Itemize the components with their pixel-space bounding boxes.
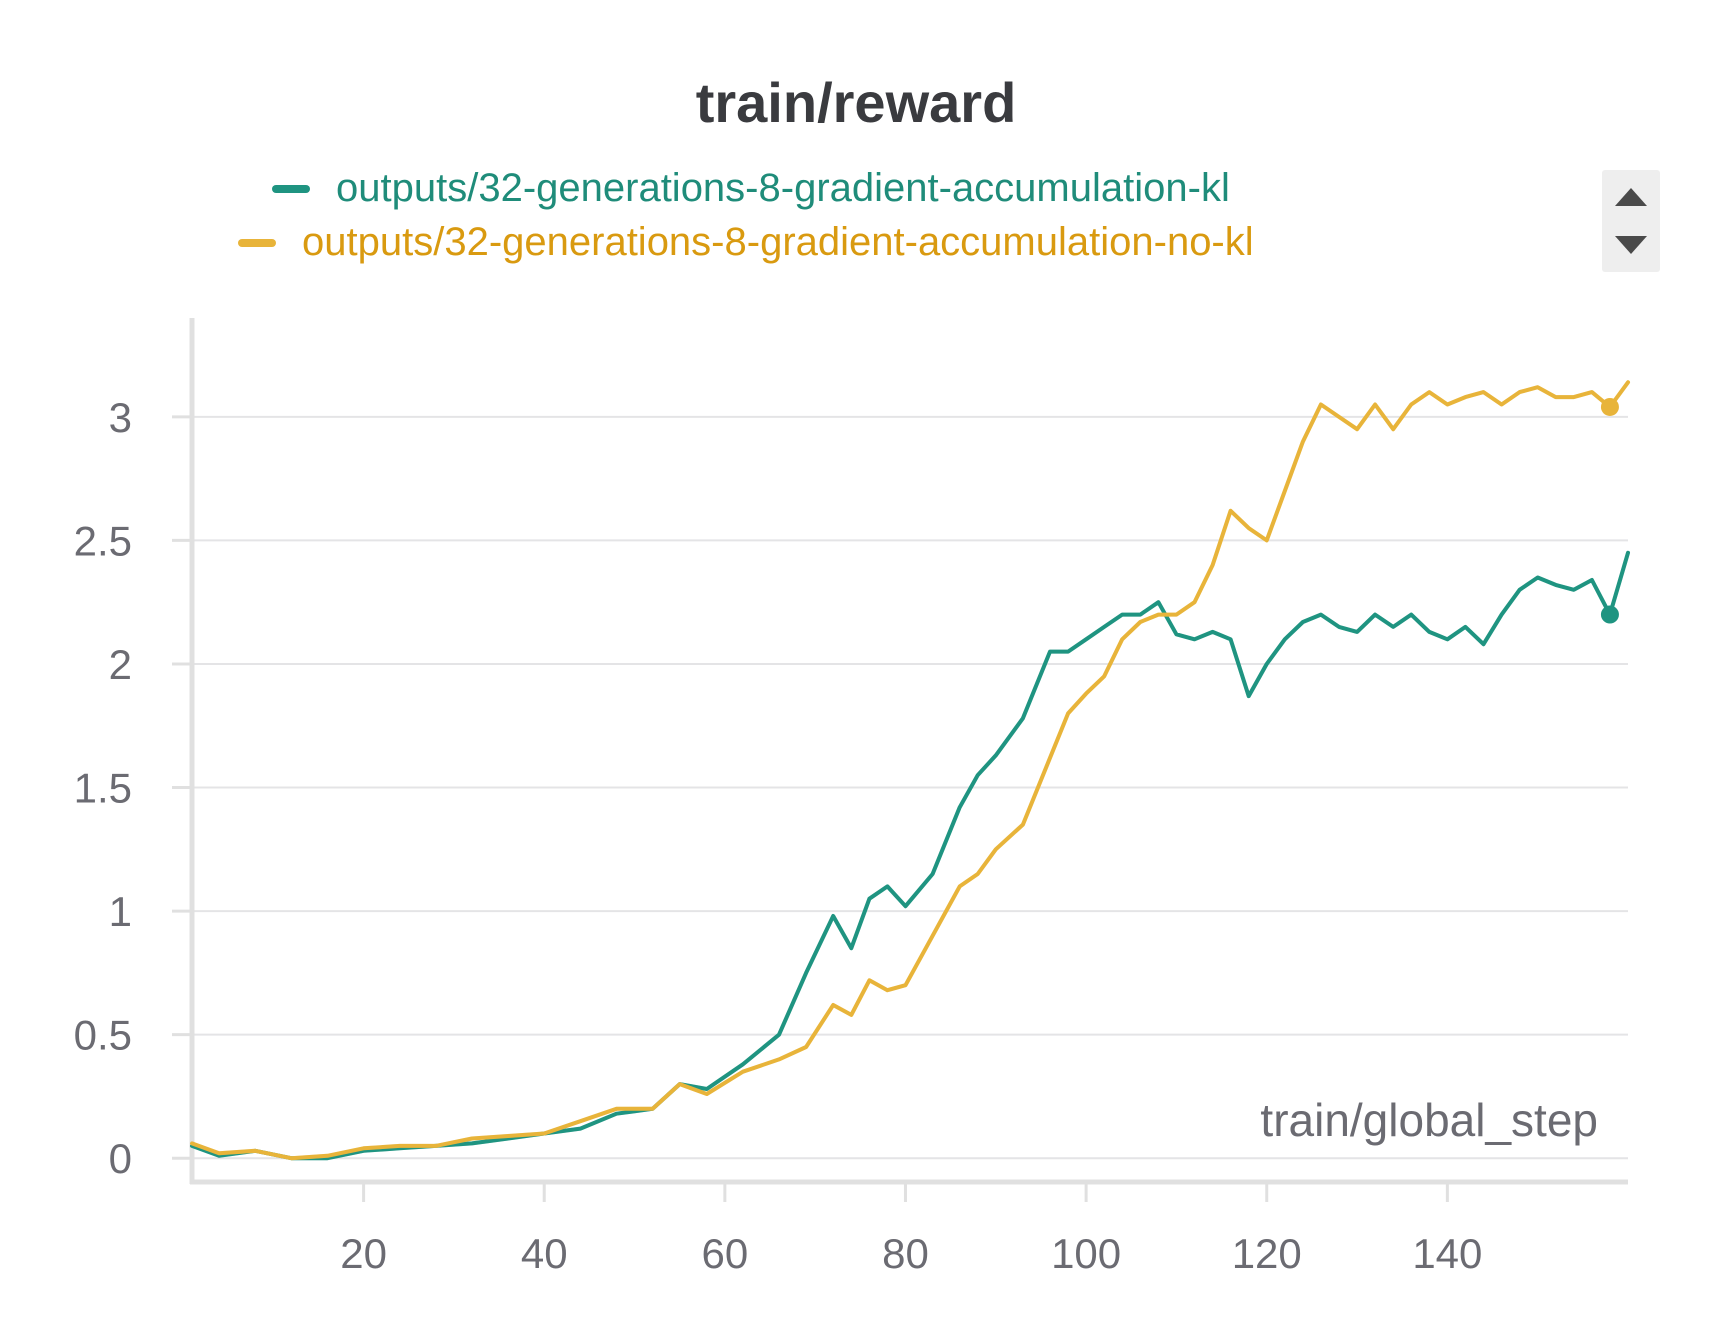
scroll-down-icon[interactable] xyxy=(1615,236,1647,254)
chart-title: train/reward xyxy=(695,71,1017,134)
x-axis-title: train/global_step xyxy=(1260,1094,1598,1146)
x-tick-label: 80 xyxy=(882,1230,929,1277)
series-line-0[interactable] xyxy=(190,550,1630,1161)
series-raw-line-0 xyxy=(191,552,1630,1161)
scroll-up-icon[interactable] xyxy=(1615,188,1647,206)
y-tick-label: 0 xyxy=(109,1135,132,1182)
series-raw-line-1 xyxy=(191,381,1630,1161)
series-line-1[interactable] xyxy=(190,380,1630,1161)
x-tick-label: 20 xyxy=(340,1230,387,1277)
legend-entry-kl[interactable]: outputs/32-generations-8-gradient-accumu… xyxy=(272,166,1230,211)
series-point-0 xyxy=(1600,605,1619,624)
x-tick-label: 40 xyxy=(521,1230,568,1277)
series-lines xyxy=(190,380,1630,1161)
x-tick-label: 140 xyxy=(1412,1230,1482,1277)
grid xyxy=(192,415,1628,1160)
legend-entry-no-kl[interactable]: outputs/32-generations-8-gradient-accumu… xyxy=(238,220,1254,265)
legend-label-no-kl: outputs/32-generations-8-gradient-accumu… xyxy=(302,220,1254,264)
y-tick-label: 0.5 xyxy=(74,1012,132,1059)
legend-label-kl: outputs/32-generations-8-gradient-accumu… xyxy=(336,166,1230,210)
legend-swatch-no-kl xyxy=(238,238,276,247)
series-point-1 xyxy=(1600,397,1619,416)
y-tick-label: 1 xyxy=(109,888,132,935)
legend-scroll-control xyxy=(1602,170,1660,272)
axis-labels: 0 0.5 1 1.5 2 2.5 3 20 40 60 80 100 120 140 train/glob… xyxy=(74,394,1598,1277)
x-tick-label: 60 xyxy=(701,1230,748,1277)
y-tick-label: 2.5 xyxy=(74,517,132,564)
legend-swatch-kl xyxy=(272,184,310,193)
y-tick-label: 1.5 xyxy=(74,765,132,812)
y-tick-label: 3 xyxy=(109,394,132,441)
axes xyxy=(172,318,1628,1202)
x-tick-label: 100 xyxy=(1051,1230,1121,1277)
y-tick-label: 2 xyxy=(109,641,132,688)
x-tick-label: 120 xyxy=(1232,1230,1302,1277)
